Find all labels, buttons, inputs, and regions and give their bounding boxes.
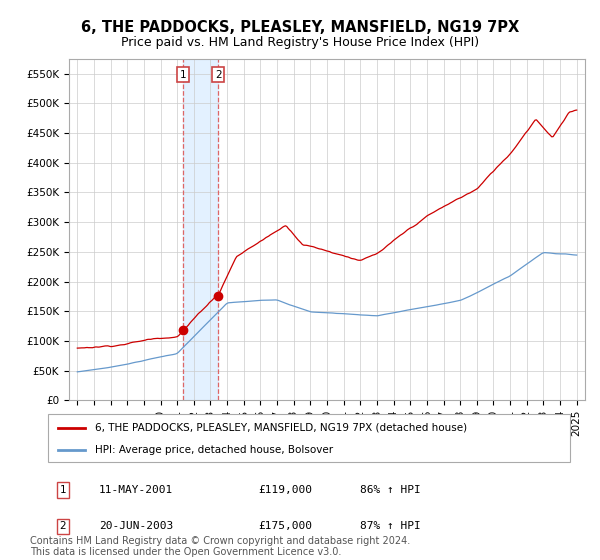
Text: 6, THE PADDOCKS, PLEASLEY, MANSFIELD, NG19 7PX: 6, THE PADDOCKS, PLEASLEY, MANSFIELD, NG… — [81, 20, 519, 35]
FancyBboxPatch shape — [48, 414, 570, 462]
Text: HPI: Average price, detached house, Bolsover: HPI: Average price, detached house, Bols… — [95, 445, 333, 455]
Text: 20-JUN-2003: 20-JUN-2003 — [99, 521, 173, 531]
Bar — [183, 59, 218, 400]
Text: Contains HM Land Registry data © Crown copyright and database right 2024.
This d: Contains HM Land Registry data © Crown c… — [30, 535, 410, 557]
Text: 1: 1 — [59, 485, 67, 495]
Text: £175,000: £175,000 — [258, 521, 312, 531]
Text: 86% ↑ HPI: 86% ↑ HPI — [360, 485, 421, 495]
Text: Price paid vs. HM Land Registry's House Price Index (HPI): Price paid vs. HM Land Registry's House … — [121, 36, 479, 49]
Text: 2: 2 — [215, 70, 221, 80]
Text: 1: 1 — [180, 70, 187, 80]
Text: 2: 2 — [59, 521, 67, 531]
Text: 6, THE PADDOCKS, PLEASLEY, MANSFIELD, NG19 7PX (detached house): 6, THE PADDOCKS, PLEASLEY, MANSFIELD, NG… — [95, 423, 467, 433]
Text: £119,000: £119,000 — [258, 485, 312, 495]
Text: 87% ↑ HPI: 87% ↑ HPI — [360, 521, 421, 531]
Text: 11-MAY-2001: 11-MAY-2001 — [99, 485, 173, 495]
